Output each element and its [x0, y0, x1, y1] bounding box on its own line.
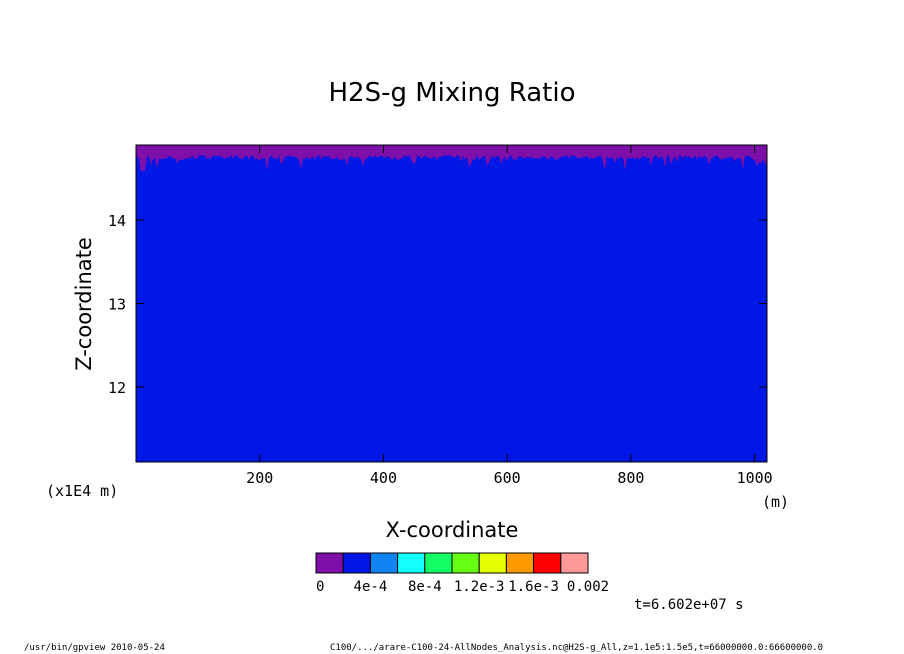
colorbar-label: 1.2e-3	[454, 579, 505, 595]
y-tick-label: 12	[108, 379, 126, 397]
y-ticks: 12 13 14	[108, 212, 767, 397]
y-axis-label: Z-coordinate	[72, 237, 96, 371]
colorbar-swatch	[451, 552, 480, 574]
colorbar-label: 8e-4	[408, 579, 442, 595]
plot-area: 200 400 600 800 1000 12 13 14	[108, 144, 773, 487]
colorbar-label: 1.6e-3	[508, 579, 559, 595]
colorbar-labels: 0 4e-4 8e-4 1.2e-3 1.6e-3 0.002	[316, 579, 609, 595]
colorbar-label: 0	[316, 579, 324, 595]
colorbar-swatch	[533, 552, 562, 574]
x-tick-label: 400	[370, 469, 397, 487]
colorbar-swatch	[369, 552, 399, 574]
footer-left: /usr/bin/gpview 2010-05-24	[24, 643, 165, 653]
x-tick-label: 200	[246, 469, 273, 487]
x-tick-label: 600	[494, 469, 521, 487]
colorbar-label: 4e-4	[354, 579, 388, 595]
colorbar-swatch	[315, 552, 344, 574]
colorbar-swatch	[478, 552, 507, 574]
colorbar-swatch	[424, 552, 453, 574]
y-tick-label: 14	[108, 212, 126, 230]
colorbar-swatch	[342, 552, 371, 574]
x-ticks: 200 400 600 800 1000	[246, 145, 773, 487]
chart-title: H2S-g Mixing Ratio	[328, 78, 575, 108]
colorbar-swatch	[505, 552, 535, 574]
colorbar-label: 0.002	[567, 579, 609, 595]
time-label: t=6.602e+07 s	[634, 597, 744, 613]
x-axis-label: X-coordinate	[386, 518, 519, 542]
x-tick-label: 800	[617, 469, 644, 487]
field-main-body	[136, 145, 767, 462]
field-upper-band	[136, 145, 767, 173]
y-axis-unit: (x1E4 m)	[46, 482, 118, 500]
colorbar-swatch	[397, 552, 426, 574]
x-tick-label: 1000	[737, 469, 773, 487]
colorbar	[315, 552, 589, 574]
footer-right: C100/.../arare-C100-24-AllNodes_Analysis…	[330, 643, 823, 653]
x-axis-unit: (m)	[762, 493, 789, 511]
y-tick-label: 13	[108, 296, 126, 314]
colorbar-swatch	[560, 552, 589, 574]
